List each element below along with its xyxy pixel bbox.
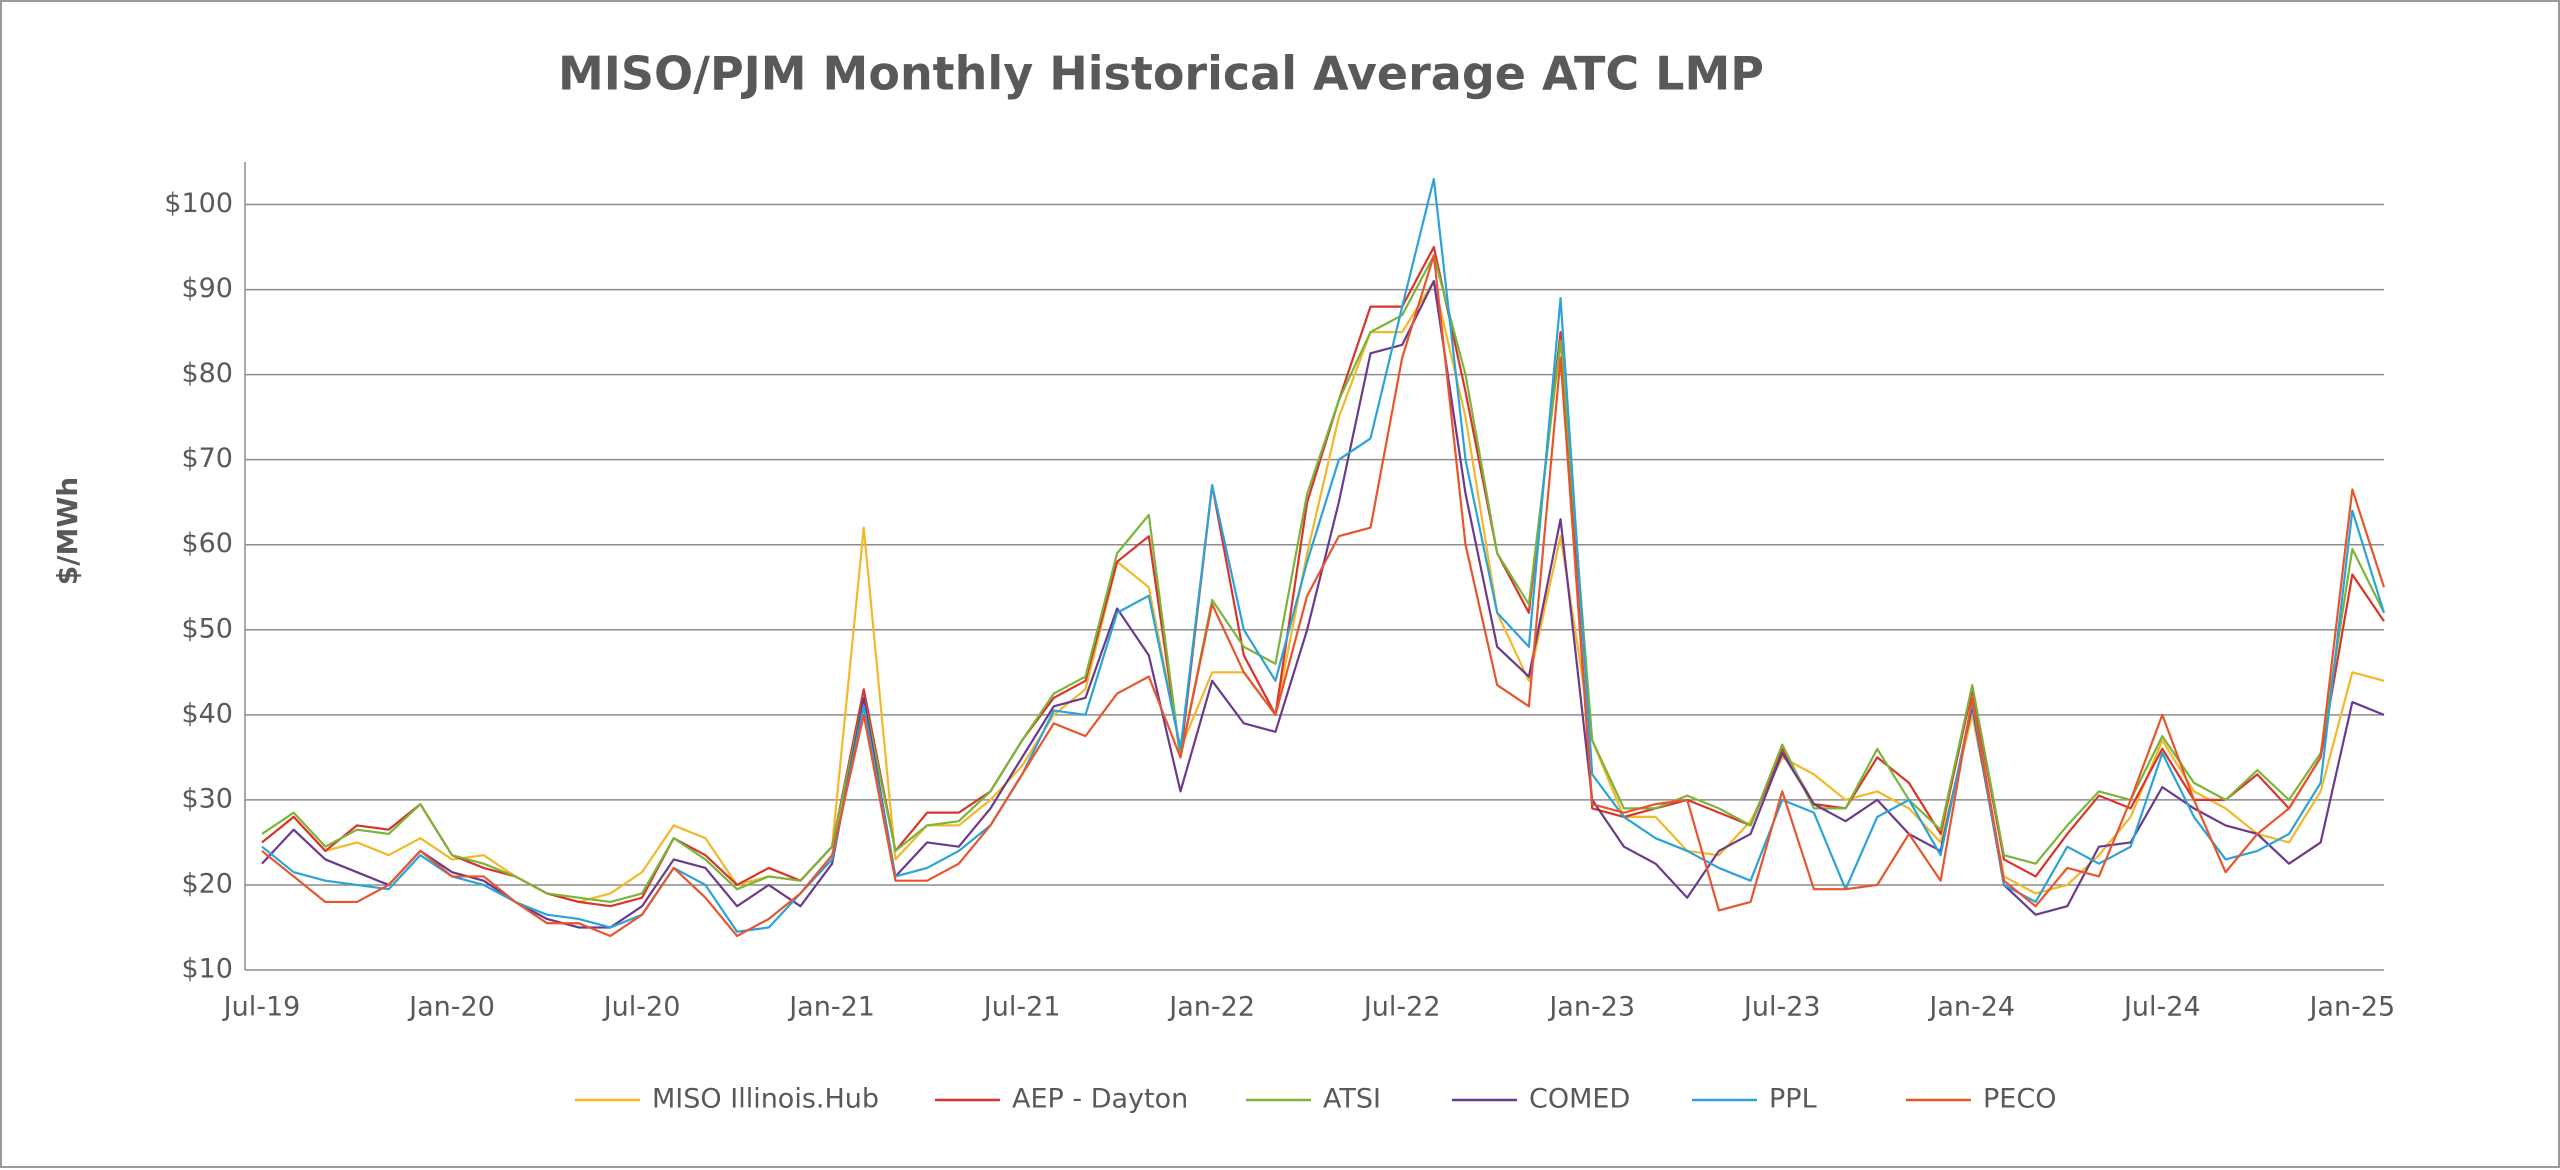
y-tick-label: $90 [181,273,233,304]
legend-label: AEP - Dayton [1012,1084,1188,1115]
series-line [261,254,2386,938]
x-tick-label: Jul-20 [602,992,681,1023]
legend-label: PPL [1769,1084,1817,1115]
y-tick-label: $50 [181,613,233,644]
series-line [261,177,2386,933]
x-tick-label: Jan-25 [2307,992,2395,1023]
series-line [261,245,2385,908]
x-tick-label: Jan-22 [1167,992,1255,1023]
x-tick-label: Jan-21 [787,992,875,1023]
legend-label: MISO Illinois.Hub [652,1084,879,1115]
y-tick-label: $100 [164,188,233,219]
x-tick-label: Jan-20 [407,992,495,1023]
x-tick-label: Jan-24 [1927,992,2015,1023]
legend-label: PECO [1983,1084,2056,1115]
y-tick-label: $60 [181,528,233,559]
x-tick-label: Jan-23 [1547,992,1635,1023]
legend-label: COMED [1529,1084,1630,1115]
y-tick-label: $10 [181,954,233,985]
y-tick-label: $80 [181,358,233,389]
series-line [261,279,2385,904]
y-axis-title: $/MWh [51,477,84,585]
chart-title: MISO/PJM Monthly Historical Average ATC … [558,47,1764,101]
x-tick-label: Jul-22 [1362,992,1441,1023]
y-tick-label: $70 [181,443,233,474]
x-tick-label: Jul-23 [1742,992,1821,1023]
y-tick-label: $20 [181,868,233,899]
y-tick-label: $30 [181,783,233,814]
legend-label: ATSI [1323,1084,1381,1115]
x-tick-label: Jul-24 [2122,992,2201,1023]
y-tick-label: $40 [181,698,233,729]
x-tick-label: Jul-19 [222,992,301,1023]
x-tick-label: Jul-21 [982,992,1061,1023]
series-line [261,254,2385,904]
